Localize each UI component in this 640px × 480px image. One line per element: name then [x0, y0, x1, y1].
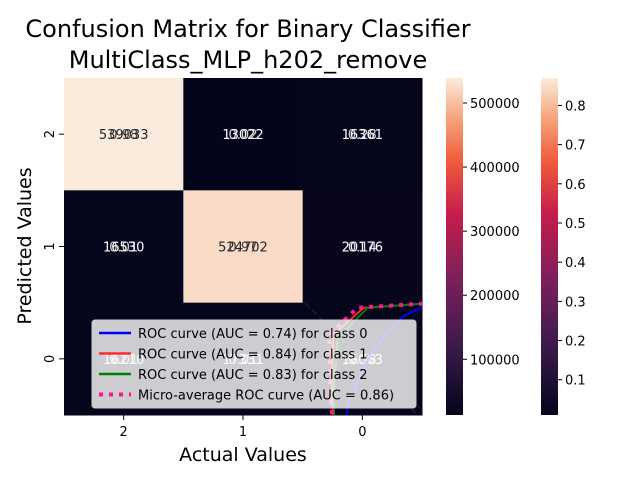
cell-rate-label: 0.98 — [109, 128, 138, 143]
legend-label: Micro-average ROC curve (AUC = 0.86) — [138, 389, 394, 404]
legend-label: ROC curve (AUC = 0.84) for class 1 — [138, 348, 368, 363]
heatmap-cell — [64, 190, 184, 304]
colorbar-counts-ticks: 100000 200000 300000 400000 500000 — [463, 97, 520, 368]
colorbar-tick-label: 0.7 — [565, 139, 586, 154]
cell-rate-label: 0.28 — [348, 128, 377, 143]
heatmap-cell — [183, 78, 304, 191]
y-axis-label: Predicted Values — [14, 167, 36, 324]
colorbar-tick-label: 500000 — [470, 97, 520, 112]
cell-rate-label: 0.01 — [109, 241, 138, 256]
chart-title-line2: MultiClass_MLP_h202_remove — [69, 46, 428, 74]
roc-curve-line — [327, 301, 422, 415]
cell-rate-label: 0.97 — [229, 241, 258, 256]
colorbar-tick-label: 0.3 — [565, 295, 586, 310]
cell-count-label: 16530 — [103, 241, 144, 256]
colorbar-counts — [446, 78, 463, 415]
x-tick-label: 1 — [239, 425, 247, 440]
cell-count-label: 524702 — [218, 241, 268, 256]
x-axis-ticks: 2 1 0 — [120, 415, 366, 440]
colorbar-tick-label: 200000 — [470, 289, 520, 304]
cell-count-label: 539033 — [99, 128, 149, 143]
chart-title-line1: Confusion Matrix for Binary Classifier — [25, 15, 470, 43]
roc-legend: ROC curve (AUC = 0.74) for class 0 ROC cu… — [91, 319, 417, 409]
heatmap-cell — [183, 190, 304, 304]
x-tick-label: 2 — [120, 425, 128, 440]
colorbar-tick-label: 0.1 — [565, 374, 586, 389]
colorbar-tick-label: 0.8 — [565, 99, 586, 114]
y-tick-label: 0 — [43, 355, 58, 363]
colorbar-tick-label: 400000 — [470, 161, 520, 176]
legend-label: ROC curve (AUC = 0.74) for class 0 — [138, 327, 368, 342]
cell-count-label: 13022 — [222, 128, 263, 143]
heatmap-cell — [302, 190, 423, 304]
colorbar-tick-label: 0.4 — [565, 256, 586, 271]
cell-count-label: 16361 — [342, 128, 383, 143]
y-tick-label: 1 — [43, 242, 58, 250]
colorbar-tick-label: 0.2 — [565, 335, 586, 350]
heatmap-cell — [64, 78, 184, 191]
legend-box — [91, 319, 417, 409]
cell-rate-label: 0.02 — [229, 128, 258, 143]
legend-label: ROC curve (AUC = 0.83) for class 2 — [138, 368, 368, 383]
heatmap-cell — [302, 78, 423, 191]
colorbar-tick-label: 300000 — [470, 225, 520, 240]
y-tick-label: 2 — [43, 130, 58, 138]
x-tick-label: 0 — [358, 425, 366, 440]
y-axis-ticks: 2 1 0 — [43, 130, 64, 363]
cell-rate-label: 0.14 — [348, 241, 377, 256]
colorbar-tick-label: 100000 — [470, 353, 520, 368]
colorbar-tick-label: 0.6 — [565, 178, 586, 193]
colorbar-rates — [541, 78, 558, 415]
cell-count-label: 20176 — [342, 241, 383, 256]
colorbar-rates-ticks: 0.1 0.2 0.3 0.4 0.5 0.6 0.7 0.8 — [558, 99, 586, 389]
colorbar-tick-label: 0.5 — [565, 217, 586, 232]
x-axis-label: Actual Values — [179, 444, 307, 466]
